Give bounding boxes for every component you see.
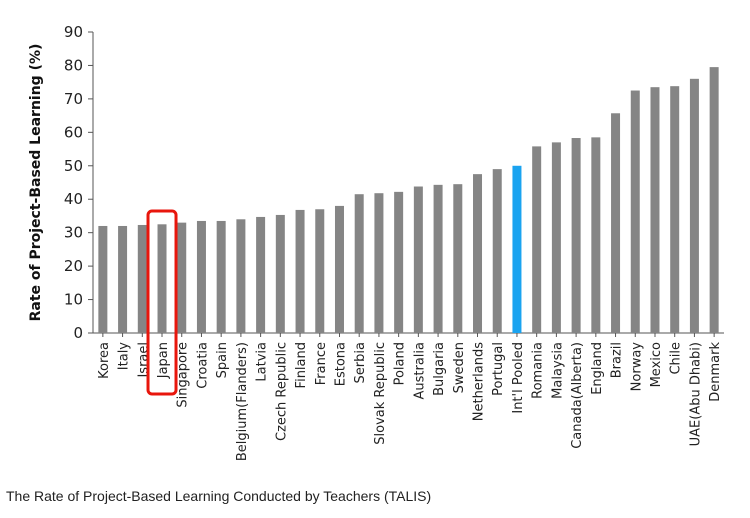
bar-spain (216, 220, 226, 333)
y-tick-label: 70 (64, 90, 83, 108)
bar-portugal (492, 169, 502, 333)
bar-japan (157, 224, 167, 333)
category-label-portugal: Portugal (491, 342, 506, 396)
category-label-slovak-republic: Slovak Republic (373, 342, 388, 445)
bar-israel (137, 224, 147, 333)
category-label-sweden: Sweden (452, 342, 467, 393)
category-label-romania: Romania (531, 342, 546, 399)
y-axis-title: Rate of Project-Based Learning (%) (28, 44, 44, 322)
category-label-croatia: Croatia (195, 342, 210, 389)
bar-chart: 0 10 20 30 40 50 60 70 80 90 Rate of Project-Based… (28, 23, 724, 461)
bar-croatia (196, 220, 206, 333)
category-label-poland: Poland (393, 342, 408, 385)
bar-france (315, 209, 325, 333)
category-label-belgium-flanders: Belgium(Flanders) (235, 342, 250, 461)
category-label-singapore: Singapore (176, 342, 191, 408)
category-label-denmark: Denmark (708, 342, 723, 402)
category-label-int-l-pooled: Int'l Pooled (511, 342, 526, 414)
category-label-finland: Finland (294, 342, 309, 388)
bar-belgium-flanders (236, 219, 246, 333)
chart-area: 0 10 20 30 40 50 60 70 80 90 Rate of Project-Based… (28, 23, 724, 461)
bar-int-l-pooled (512, 165, 522, 333)
bar-korea (98, 225, 108, 333)
bar-mexico (650, 87, 660, 333)
category-label-malaysia: Malaysia (550, 342, 565, 399)
bar-italy (118, 225, 128, 333)
category-label-chile: Chile (669, 342, 684, 375)
bar-romania (532, 146, 542, 333)
category-label-uae-abu-dhabi: UAE(Abu Dhabi) (688, 342, 703, 446)
y-tick-label: 40 (64, 190, 83, 208)
bar-england (591, 137, 601, 333)
category-label-latvia: Latvia (255, 342, 270, 382)
category-label-france: France (314, 342, 329, 385)
category-label-brazil: Brazil (610, 342, 625, 378)
y-tick-label: 10 (64, 291, 83, 309)
category-label-italy: Italy (117, 342, 132, 371)
bar-slovak-republic (374, 193, 384, 333)
category-label-netherlands: Netherlands (472, 342, 487, 421)
category-label-mexico: Mexico (649, 342, 664, 387)
category-label-england: England (590, 342, 605, 395)
bar-netherlands (473, 174, 483, 333)
bar-malaysia (551, 142, 561, 333)
y-tick-label: 60 (64, 123, 83, 141)
bar-latvia (256, 216, 266, 333)
bar-brazil (611, 113, 621, 334)
bar-uae-abu-dhabi (689, 78, 699, 333)
bar-norway (630, 90, 640, 334)
bar-finland (295, 209, 305, 333)
y-tick-label: 80 (64, 56, 83, 74)
category-label-spain: Spain (215, 342, 230, 378)
bar-chile (670, 86, 680, 334)
bar-sweden (453, 184, 463, 333)
category-label-estona: Estona (333, 342, 348, 386)
y-tick-label: 30 (64, 224, 83, 242)
bar-serbia (354, 194, 364, 333)
bar-canada-alberta (571, 138, 581, 333)
y-tick-label: 20 (64, 257, 83, 275)
category-label-japan: Japan (156, 342, 171, 379)
category-label-korea: Korea (97, 342, 112, 379)
y-tick-label: 90 (64, 23, 83, 41)
category-label-norway: Norway (629, 342, 644, 392)
bar-czech-republic (275, 214, 285, 333)
highlight-box-japan (146, 209, 178, 396)
bar-poland (394, 191, 404, 333)
y-tick-label: 50 (64, 157, 83, 175)
bar-australia (413, 186, 423, 333)
y-tick-label: 0 (73, 324, 83, 342)
category-label-australia: Australia (412, 342, 427, 400)
bar-bulgaria (433, 184, 443, 333)
bar-denmark (709, 67, 719, 333)
category-label-serbia: Serbia (353, 342, 368, 383)
category-label-canada-alberta: Canada(Alberta) (570, 342, 585, 449)
category-label-bulgaria: Bulgaria (432, 342, 447, 396)
category-label-czech-republic: Czech Republic (274, 342, 289, 441)
figure-caption: The Rate of Project-Based Learning Condu… (6, 488, 432, 504)
bar-estona (334, 205, 344, 333)
bar-singapore (177, 222, 187, 333)
